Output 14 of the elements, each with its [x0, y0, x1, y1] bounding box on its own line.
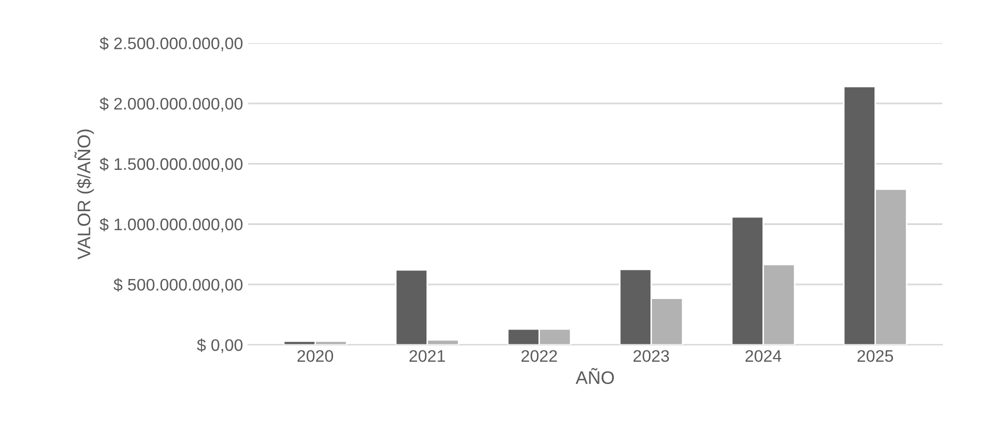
x-tick-label: 2022	[522, 350, 557, 362]
x-tick-label: 2020	[298, 350, 334, 362]
y-tick-label: $ 1.500.000.000,00	[100, 157, 242, 172]
y-tick-label: $ 0,00	[196, 338, 242, 353]
y-tick-label: $ 1.000.000.000,00	[100, 218, 242, 232]
x-tick-label: 2021	[410, 350, 445, 362]
x-tick-label: 2025	[858, 350, 894, 362]
x-tick-label: 2023	[634, 350, 670, 362]
y-tick-label: $ 2.000.000.000,00	[100, 97, 242, 112]
y-tick-label: $ 500.000.000,00	[114, 278, 242, 293]
y-tick-label: $ 2.500.000.000,00	[100, 36, 242, 52]
y-axis-title: VALOR ($/AÑO)	[74, 130, 94, 260]
x-tick-label: 2024	[746, 350, 782, 362]
x-axis-title: AÑO	[576, 368, 614, 384]
